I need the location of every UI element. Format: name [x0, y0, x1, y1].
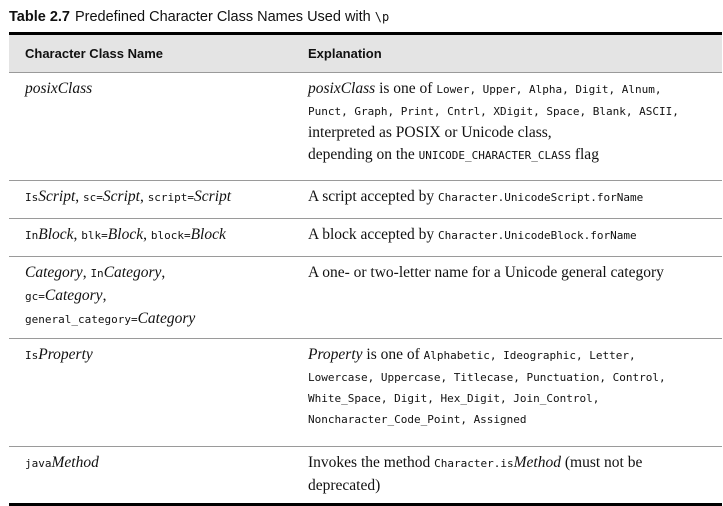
table-number: Table 2.7: [9, 9, 70, 25]
table-row: javaMethod Invokes the method Character.…: [9, 446, 722, 506]
class-name-cell: InBlock, blk=Block, block=Block: [9, 218, 308, 257]
header-explanation: Explanation: [308, 32, 722, 73]
caption-code: \p: [374, 10, 390, 24]
class-name-cell: Category, InCategory, gc=Category, gener…: [9, 256, 308, 339]
table-row: InBlock, blk=Block, block=Block A block …: [9, 218, 722, 257]
explanation-cell: posixClass is one of Lower, Upper, Alpha…: [308, 72, 722, 181]
explanation-cell: A script accepted by Character.UnicodeSc…: [308, 180, 722, 219]
table-row: posixClass posixClass is one of Lower, U…: [9, 72, 722, 181]
explanation-cell: Property is one of Alphabetic, Ideograph…: [308, 338, 722, 447]
character-class-table: Character Class Name Explanation posixCl…: [9, 32, 722, 506]
table-caption: Table 2.7 Predefined Character Class Name…: [9, 6, 389, 28]
header-character-class-name: Character Class Name: [9, 32, 308, 73]
explanation-cell: A block accepted by Character.UnicodeBlo…: [308, 218, 722, 257]
class-name-cell: IsScript, sc=Script, script=Script: [9, 180, 308, 219]
class-name-cell: javaMethod: [9, 446, 308, 506]
explanation-cell: A one- or two-letter name for a Unicode …: [308, 256, 722, 339]
table-row: IsProperty Property is one of Alphabetic…: [9, 338, 722, 447]
table-header-row: Character Class Name Explanation: [9, 32, 722, 73]
class-name-cell: posixClass: [9, 72, 308, 181]
table-row: IsScript, sc=Script, script=Script A scr…: [9, 180, 722, 219]
class-name: posixClass: [25, 80, 93, 97]
class-name-cell: IsProperty: [9, 338, 308, 447]
table-row: Category, InCategory, gc=Category, gener…: [9, 256, 722, 339]
explanation-cell: Invokes the method Character.isMethod (m…: [308, 446, 722, 506]
caption-text: Predefined Character Class Names Used wi…: [74, 9, 371, 25]
